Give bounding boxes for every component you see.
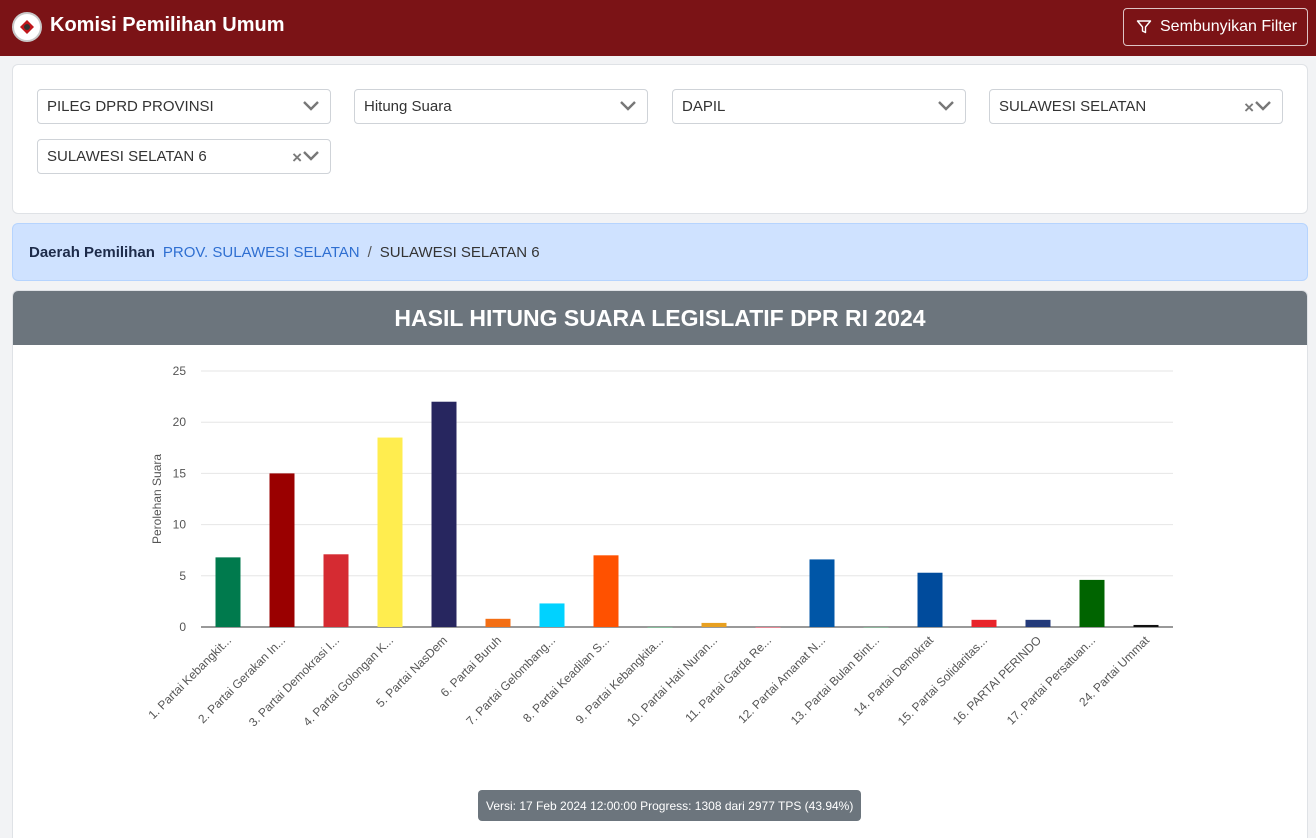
kpu-logo-icon[interactable] [12,12,42,42]
hide-filter-button[interactable]: Sembunyikan Filter [1123,8,1308,46]
count-type-value: Hitung Suara [364,98,452,115]
x-tick-label: 16. PARTAI PERINDO [950,633,1044,727]
navbar: Komisi Pemilihan Umum Sembunyikan Filter [0,0,1316,56]
bar [971,619,997,627]
region-level-value: DAPIL [682,98,726,115]
bar [269,473,295,627]
bar [215,557,241,627]
chevron-down-icon [938,101,954,111]
breadcrumb-label: Daerah Pemilihan [29,243,155,261]
bar [431,401,457,627]
count-type-select[interactable]: Hitung Suara [354,89,648,124]
bar [917,572,943,627]
bar [1025,619,1051,627]
election-type-value: PILEG DPRD PROVINSI [47,98,214,115]
chevron-down-icon [303,101,319,111]
breadcrumb-province-link[interactable]: PROV. SULAWESI SELATAN [162,243,360,261]
chevron-down-icon [620,101,636,111]
breadcrumb-current: SULAWESI SELATAN 6 [379,243,540,261]
chevron-down-icon [1255,101,1271,111]
x-tick-label: 15. Partai Solidaritas... [895,633,990,728]
y-tick-label: 20 [173,415,187,429]
chart-card: HASIL HITUNG SUARA LEGISLATIF DPR RI 202… [12,290,1308,838]
bar [755,627,781,628]
breadcrumb: Daerah Pemilihan PROV. SULAWESI SELATAN … [12,223,1308,281]
bar [485,618,511,627]
brand-title[interactable]: Komisi Pemilihan Umum [50,14,285,36]
bar [377,437,403,627]
bar [809,559,835,627]
x-tick-label: 3. Partai Demokrasi I... [246,633,342,729]
province-value: SULAWESI SELATAN [999,98,1147,115]
x-tick-label: 13. Partai Bulan Bint... [788,633,882,727]
bar [647,627,673,628]
version-tooltip: Versi: 17 Feb 2024 12:00:00 Progress: 13… [478,790,862,821]
filter-icon [1136,20,1152,34]
dapil-value: SULAWESI SELATAN 6 [47,148,207,165]
filter-panel: PILEG DPRD PROVINSI Hitung Suara DAPIL S… [12,64,1308,214]
x-tick-label: 17. Partai Persatuan... [1004,633,1098,727]
bar [593,555,619,627]
election-type-select[interactable]: PILEG DPRD PROVINSI [37,89,331,124]
chevron-down-icon [303,151,319,161]
x-tick-label: 10. Partai Hati Nuran... [624,633,720,729]
chart-title: HASIL HITUNG SUARA LEGISLATIF DPR RI 202… [13,291,1307,345]
hide-filter-label: Sembunyikan Filter [1160,18,1297,35]
bar [323,554,349,627]
bar [1079,579,1105,627]
y-axis-label: Perolehan Suara [150,454,164,544]
breadcrumb-separator: / [367,243,372,261]
x-tick-label: 9. Partai Kebangkita... [573,633,666,726]
y-tick-label: 25 [173,364,187,378]
region-level-select[interactable]: DAPIL [672,89,966,124]
clear-icon[interactable]: × [1244,98,1254,117]
clear-icon[interactable]: × [292,148,302,167]
y-tick-label: 15 [173,466,187,480]
province-select[interactable]: SULAWESI SELATAN × [989,89,1283,124]
bar [539,603,565,627]
y-tick-label: 10 [173,518,187,532]
x-tick-label: 4. Partai Golongan K... [300,633,396,729]
bar [701,622,727,627]
dapil-select[interactable]: SULAWESI SELATAN 6 × [37,139,331,174]
bar [1133,624,1159,627]
y-tick-label: 0 [179,620,186,634]
x-tick-label: 7. Partai Gelombang... [463,633,558,728]
bar [863,627,889,628]
y-tick-label: 5 [179,569,186,583]
